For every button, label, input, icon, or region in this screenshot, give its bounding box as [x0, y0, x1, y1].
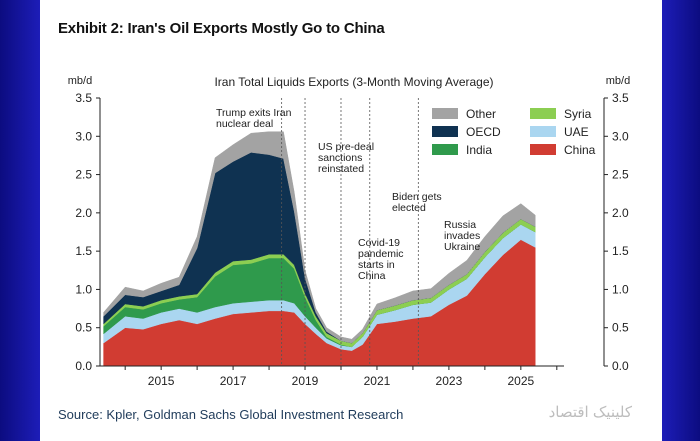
y-tick-label-left: 0.5 — [75, 321, 92, 335]
exhibit-title: Exhibit 2: Iran's Oil Exports Mostly Go … — [58, 20, 385, 37]
y-tick-label-right: 0.0 — [612, 359, 629, 373]
legend-swatch-india — [432, 144, 458, 155]
y-tick-label-left: 1.5 — [75, 244, 92, 258]
legend-swatch-oecd — [432, 126, 458, 137]
event-label: US pre-deal — [318, 141, 374, 153]
event-label: Trump exits Iran — [216, 107, 292, 119]
x-tick-label: 2021 — [364, 374, 391, 388]
x-tick-label: 2023 — [436, 374, 463, 388]
y-tick-label-left: 3.0 — [75, 129, 92, 143]
y-tick-label-right: 1.5 — [612, 244, 629, 258]
event-label: Russia — [444, 219, 476, 231]
event-label: Biden gets — [392, 191, 442, 203]
y-tick-label-left: 1.0 — [75, 282, 92, 296]
legend-swatch-china — [530, 144, 556, 155]
event-label: elected — [392, 202, 426, 214]
legend-label-uae: UAE — [564, 125, 589, 139]
event-label: Covid-19 — [358, 237, 400, 249]
y-tick-label-right: 2.0 — [612, 206, 629, 220]
event-label: China — [358, 270, 386, 282]
y-tick-label-right: 1.0 — [612, 282, 629, 296]
legend-swatch-syria — [530, 108, 556, 119]
legend-swatch-uae — [530, 126, 556, 137]
y-axis-label-right: mb/d — [606, 75, 630, 87]
y-tick-label-left: 2.0 — [75, 206, 92, 220]
x-tick-label: 2019 — [292, 374, 319, 388]
event-label: sanctions — [318, 152, 362, 164]
source-note: Source: Kpler, Goldman Sachs Global Inve… — [58, 407, 404, 422]
axes-layer: 0.0 0.0 0.5 0.5 1.0 1.0 1.5 1.5 2.0 2.0 2.5 2.5 3.0 3… — [75, 91, 629, 388]
event-label: invades — [444, 230, 480, 242]
chart-title: Iran Total Liquids Exports (3-Month Movi… — [214, 75, 493, 89]
event-label: Ukraine — [444, 241, 480, 253]
legend-label-oecd: OECD — [466, 125, 501, 139]
y-tick-label-left: 0.0 — [75, 359, 92, 373]
series-layer — [103, 131, 536, 367]
legend-swatch-other — [432, 108, 458, 119]
legend-label-china: China — [564, 143, 596, 157]
x-tick-label: 2025 — [507, 374, 534, 388]
area-other — [103, 131, 536, 344]
legend: Other Syria OECD UAE India China — [432, 107, 596, 157]
legend-label-other: Other — [466, 107, 496, 121]
right-frame-border — [662, 0, 700, 441]
exhibit-panel: Exhibit 2: Iran's Oil Exports Mostly Go … — [40, 0, 662, 441]
y-tick-label-right: 3.5 — [612, 91, 629, 105]
x-tick-label: 2017 — [220, 374, 247, 388]
event-label: starts in — [358, 259, 395, 271]
y-tick-label-right: 3.0 — [612, 129, 629, 143]
event-label: nuclear deal — [216, 118, 273, 130]
y-tick-label-right: 0.5 — [612, 321, 629, 335]
x-tick-label: 2015 — [148, 374, 175, 388]
legend-label-india: India — [466, 143, 492, 157]
y-tick-label-left: 2.5 — [75, 168, 92, 182]
legend-label-syria: Syria — [564, 107, 592, 121]
y-tick-label-right: 2.5 — [612, 168, 629, 182]
y-tick-label-left: 3.5 — [75, 91, 92, 105]
watermark: کلینیک اقتصاد — [548, 404, 632, 421]
y-axis-label-left: mb/d — [68, 75, 92, 87]
event-label: reinstated — [318, 163, 364, 175]
left-frame-border — [0, 0, 40, 441]
